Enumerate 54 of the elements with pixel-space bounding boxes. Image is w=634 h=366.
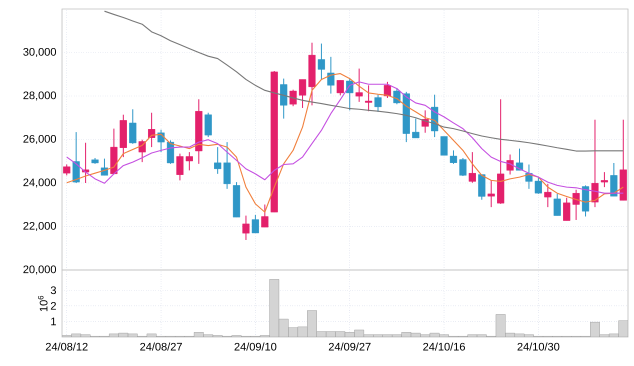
candlestick <box>280 78 288 120</box>
x-tick-label: 24/08/27 <box>140 342 182 351</box>
candlestick <box>364 84 372 112</box>
candlestick <box>459 157 467 177</box>
candlestick <box>290 89 297 107</box>
candlestick <box>242 215 250 240</box>
candlestick <box>318 43 326 80</box>
candlestick <box>176 153 184 181</box>
candlestick <box>440 136 448 156</box>
y-tick-label: 22,000 <box>23 222 56 232</box>
candlestick <box>204 112 212 138</box>
candlestick <box>374 94 382 112</box>
candlestick <box>252 214 259 234</box>
candlestick <box>450 150 458 164</box>
candlestick <box>384 81 392 98</box>
x-tick-label: 24/10/30 <box>518 342 560 351</box>
y-tick-label: 20,000 <box>23 265 56 275</box>
candlestick <box>129 108 136 144</box>
x-tick-label: 24/09/10 <box>234 342 276 351</box>
y-tick-label: 26,000 <box>23 134 56 144</box>
candlestick <box>356 68 363 102</box>
candlestick <box>72 132 80 184</box>
candlestick <box>298 78 306 108</box>
candlestick <box>468 152 476 184</box>
candlestick <box>488 180 495 208</box>
y-tick-label: 1 <box>51 318 56 326</box>
y-tick-label: 2 <box>50 302 56 310</box>
candlestick <box>63 164 70 176</box>
candlestick <box>261 204 268 228</box>
candlestick <box>412 118 420 138</box>
candlestick <box>534 177 542 194</box>
candlestick <box>544 183 552 208</box>
candlestick <box>327 56 334 94</box>
candlestick <box>223 142 231 190</box>
candlestick <box>572 189 580 220</box>
x-tick-label: 24/10/16 <box>423 342 465 351</box>
candlestick <box>148 112 156 148</box>
x-tick-label: 24/08/12 <box>46 342 88 351</box>
y-tick-label: 30,000 <box>23 48 56 58</box>
candlestick <box>563 197 570 222</box>
candlestick <box>554 193 561 216</box>
y-axis-title: 10$^{6}$ <box>38 296 48 312</box>
candlestick <box>157 129 165 153</box>
x-tick-label: 24/09/27 <box>328 342 371 351</box>
candlestick <box>214 146 222 174</box>
candlestick <box>186 152 193 171</box>
candlestick <box>600 172 608 188</box>
y-tick-label: 3 <box>50 286 56 294</box>
candlestick <box>336 80 344 96</box>
y-tick-label: 24,000 <box>23 178 56 188</box>
y-tick-label: 28,000 <box>23 91 56 101</box>
candlestick <box>138 139 146 163</box>
candlestick <box>506 154 514 176</box>
candlestick <box>610 162 618 197</box>
